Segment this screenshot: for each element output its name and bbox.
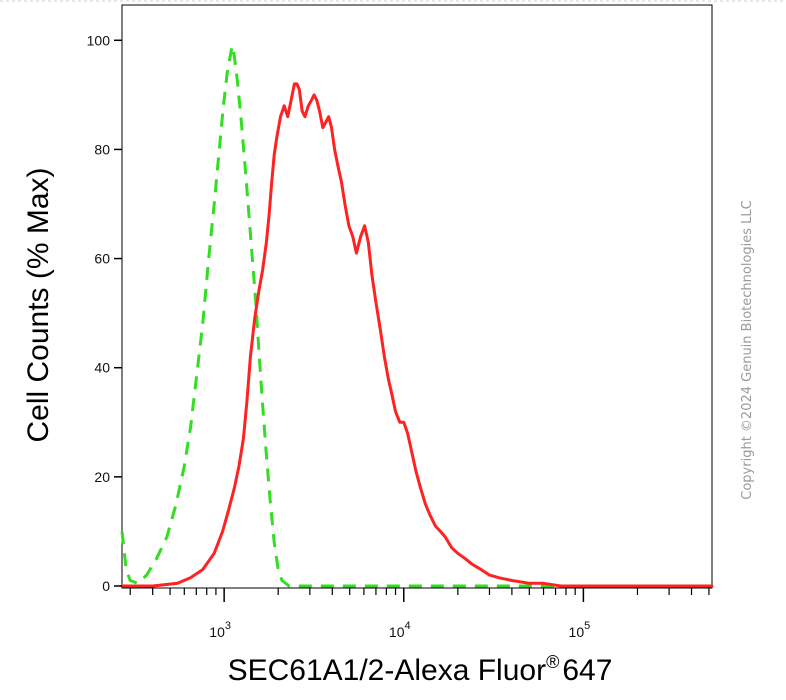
x-tick-label-exponent: 3 xyxy=(225,620,231,632)
y-tick-label: 100 xyxy=(87,32,111,48)
plot-area xyxy=(121,4,713,589)
x-tick-label-exponent: 4 xyxy=(404,620,410,632)
x-tick-label-base: 10 xyxy=(569,624,585,640)
x-tick-label: 104 xyxy=(389,620,411,640)
x-tick-label-base: 10 xyxy=(389,624,405,640)
y-tick-label: 60 xyxy=(94,251,110,267)
antibody-staining-curve xyxy=(120,82,714,588)
y-tick-label: 0 xyxy=(102,578,110,594)
y-axis-title: Cell Counts (% Max) xyxy=(22,167,55,442)
y-tick-label: 20 xyxy=(94,469,110,485)
x-axis-title-suffix: 647 xyxy=(562,654,612,687)
y-tick-label: 40 xyxy=(94,360,110,376)
x-tick-label-base: 10 xyxy=(209,624,225,640)
x-tick-label: 103 xyxy=(209,620,231,640)
copyright-watermark: Copyright ©2024 Genuin Biotechnologies L… xyxy=(740,200,755,499)
x-tick-label-exponent: 5 xyxy=(584,620,590,632)
x-axis-title: SEC61A1/2-Alexa Fluor® 647 xyxy=(228,652,613,687)
x-tick-label: 105 xyxy=(569,620,591,640)
x-axis-title-superscript: ® xyxy=(546,652,559,672)
x-axis-title-main: SEC61A1/2-Alexa Fluor xyxy=(228,654,547,687)
isotype-control-curve xyxy=(120,44,712,588)
series-layer xyxy=(120,44,714,588)
y-tick-label: 80 xyxy=(94,141,110,157)
plot-frame xyxy=(121,4,713,589)
